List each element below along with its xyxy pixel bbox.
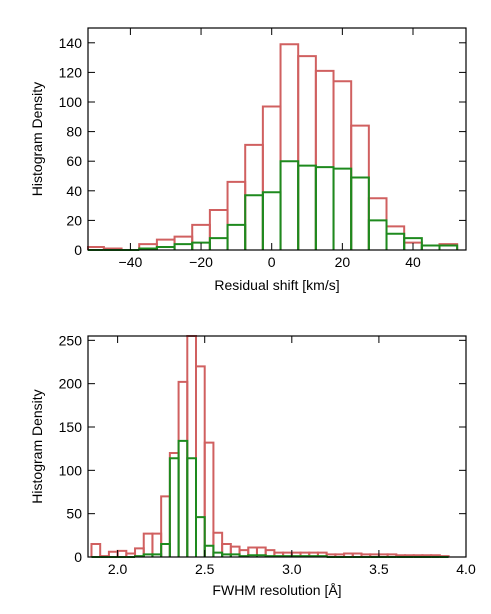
plot-frame xyxy=(87,335,467,558)
histogram-bar xyxy=(438,244,459,250)
axis-ticks: −40 −20 0 20 40 0 20 40 60 80 100 120 140 xyxy=(59,28,466,270)
y-tick-label: 100 xyxy=(59,462,83,478)
histogram-bar xyxy=(279,160,300,250)
axis-ticks: 2.0 2.5 3.0 3.5 4.0 0 50 100 150 200 250 xyxy=(59,332,476,577)
x-tick-label: 0 xyxy=(268,254,276,270)
x-tick-label: −40 xyxy=(119,254,143,270)
histogram-bar xyxy=(168,457,180,557)
x-tick-label: 20 xyxy=(335,254,351,270)
x-tick-label: 3.0 xyxy=(282,561,302,577)
histogram-bar xyxy=(212,551,224,557)
fwhm-resolution-histogram: 2.0 2.5 3.0 3.5 4.0 0 50 100 150 200 250 FWHM reso… xyxy=(29,332,476,598)
histogram-bar xyxy=(186,457,197,557)
residual-shift-histogram: −40 −20 0 20 40 0 20 40 60 80 100 120 140 Residual s… xyxy=(29,27,467,293)
histogram-bar xyxy=(332,167,353,250)
histogram-bar xyxy=(160,495,171,557)
histogram-bar xyxy=(226,180,247,250)
x-tick-label: 40 xyxy=(405,254,421,270)
histogram-bar xyxy=(244,143,264,250)
x-axis-label: FWHM resolution [Å] xyxy=(212,582,341,598)
y-tick-label: 100 xyxy=(59,94,83,110)
histogram-bar xyxy=(226,223,247,250)
histogram-bar xyxy=(195,365,206,557)
y-tick-label: 120 xyxy=(59,64,83,80)
histogram-bar xyxy=(208,237,229,250)
histogram-bar xyxy=(279,43,300,250)
histogram-bar xyxy=(367,197,388,250)
histogram-bar xyxy=(385,225,406,250)
histogram-bar xyxy=(90,543,102,557)
histogram-bar xyxy=(195,516,206,557)
histogram-bar xyxy=(229,545,241,557)
histogram-bar xyxy=(177,439,189,557)
histogram-bar xyxy=(186,335,197,557)
histogram-bars xyxy=(87,43,459,251)
histogram-bar xyxy=(155,238,176,250)
x-tick-label: 3.5 xyxy=(369,561,389,577)
histogram-bar xyxy=(173,243,194,250)
histogram-bar xyxy=(297,55,317,250)
histogram-bar xyxy=(177,380,189,557)
x-tick-label: −20 xyxy=(189,254,213,270)
y-tick-label: 80 xyxy=(66,124,82,140)
histogram-bar xyxy=(350,124,370,250)
y-tick-label: 150 xyxy=(59,419,83,435)
histogram-bar xyxy=(332,80,353,250)
y-tick-label: 40 xyxy=(66,183,82,199)
x-tick-label: 2.0 xyxy=(108,561,128,577)
histogram-bar xyxy=(244,194,264,250)
histogram-bar xyxy=(208,209,229,250)
x-tick-label: 2.5 xyxy=(195,561,215,577)
histogram-bar xyxy=(203,544,215,557)
y-tick-label: 50 xyxy=(66,506,82,522)
histogram-bar xyxy=(297,164,317,250)
histogram-bar xyxy=(367,219,388,250)
y-tick-label: 140 xyxy=(59,35,83,51)
histogram-bar xyxy=(314,166,335,250)
histogram-bar xyxy=(385,232,406,250)
y-tick-label: 200 xyxy=(59,376,83,392)
y-tick-label: 0 xyxy=(74,549,82,565)
y-axis-label: Histogram Density xyxy=(29,82,45,196)
x-axis-label: Residual shift [km/s] xyxy=(214,277,339,293)
histogram-bar xyxy=(350,176,370,250)
histogram-bar xyxy=(420,244,441,250)
y-tick-label: 250 xyxy=(59,332,83,348)
histogram-bar xyxy=(261,191,282,250)
histogram-bar xyxy=(168,452,180,557)
y-tick-label: 0 xyxy=(74,242,82,258)
histogram-bar xyxy=(314,69,335,250)
histogram-bar xyxy=(261,105,282,250)
y-tick-label: 60 xyxy=(66,153,82,169)
histogram-bar xyxy=(160,543,171,557)
x-tick-label: 4.0 xyxy=(456,561,476,577)
plot-frame xyxy=(87,27,467,251)
histogram-bar xyxy=(203,441,215,557)
histogram-bars xyxy=(90,335,450,558)
histogram-bar xyxy=(403,237,423,250)
y-axis-label: Histogram Density xyxy=(29,389,45,503)
y-tick-label: 20 xyxy=(66,212,82,228)
